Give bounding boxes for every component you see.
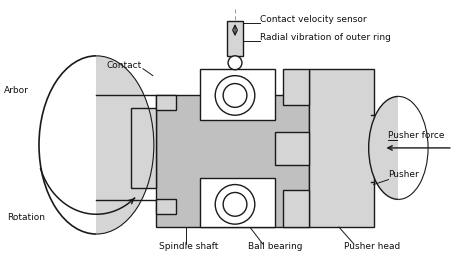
Text: Spindle shaft: Spindle shaft [159, 242, 218, 251]
Text: Ball bearing: Ball bearing [248, 242, 302, 251]
Text: Contact: Contact [106, 61, 142, 70]
Text: Pusher head: Pusher head [344, 242, 400, 251]
Text: Pusher force: Pusher force [389, 131, 445, 140]
Circle shape [228, 56, 242, 70]
Ellipse shape [39, 56, 154, 234]
Bar [274, 132, 309, 165]
Circle shape [223, 84, 247, 107]
Circle shape [215, 184, 255, 224]
Bar [283, 191, 309, 227]
Text: Arbor: Arbor [4, 86, 29, 95]
Text: Contact velocity sensor: Contact velocity sensor [260, 15, 366, 24]
Text: Radial vibration of outer ring: Radial vibration of outer ring [260, 33, 391, 42]
Bar [131, 108, 156, 187]
Text: Pusher: Pusher [389, 170, 419, 179]
Bar [201, 178, 274, 227]
Ellipse shape [369, 97, 428, 199]
Bar [201, 69, 274, 120]
Bar [227, 21, 243, 56]
Circle shape [215, 76, 255, 115]
Text: Rotation: Rotation [7, 213, 46, 222]
Bar [283, 69, 309, 105]
Bar [156, 199, 176, 214]
Bar [2, 51, 96, 239]
Bar [309, 69, 374, 227]
Bar [156, 95, 309, 227]
Circle shape [223, 193, 247, 216]
Bar [156, 95, 176, 110]
Bar [398, 92, 474, 204]
